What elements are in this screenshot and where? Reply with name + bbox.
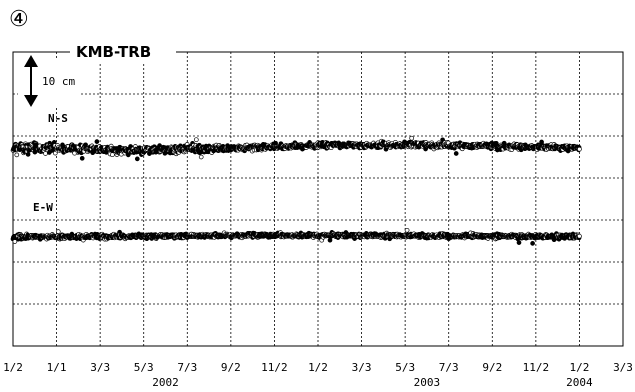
data-point: [516, 240, 522, 245]
data-point: [198, 154, 204, 160]
series-points: [10, 135, 582, 162]
scale-bar: 10 cm: [18, 55, 80, 107]
scale-arrow-down-icon: [24, 95, 38, 107]
x-tick-label: 9/2: [482, 361, 502, 374]
series-points: [10, 227, 582, 246]
x-tick-label: 5/3: [134, 361, 154, 374]
year-label: 2003: [414, 376, 441, 389]
data-point: [55, 229, 61, 234]
data-point: [530, 241, 535, 246]
scale-label: 10 cm: [42, 75, 75, 88]
data-point: [43, 151, 48, 156]
data-point: [577, 146, 582, 152]
data-point: [110, 152, 115, 158]
data-point: [25, 152, 31, 157]
x-tick-label: 11/2: [523, 361, 550, 374]
data-points: [10, 135, 582, 246]
x-tick-label: 1/2: [569, 361, 589, 374]
x-tick-label: 1/2: [308, 361, 328, 374]
data-point: [577, 233, 582, 239]
data-point: [409, 135, 415, 141]
grid: [13, 52, 623, 346]
data-point: [14, 152, 20, 158]
x-tick-label: 9/2: [221, 361, 241, 374]
data-point: [404, 227, 410, 233]
data-point: [94, 139, 100, 144]
year-label: 2002: [152, 376, 179, 389]
x-tick-label: 1/2: [3, 361, 23, 374]
x-tick-label: 7/3: [177, 361, 197, 374]
x-tick-label: 1/1: [47, 361, 67, 374]
x-tick-label: 3/3: [613, 361, 633, 374]
scale-arrow-up-icon: [24, 55, 38, 67]
panel-number: ④: [9, 7, 29, 32]
x-tick-label: 11/2: [261, 361, 288, 374]
x-tick-label: 3/3: [352, 361, 372, 374]
year-labels: 2002 2003 2004: [152, 376, 593, 389]
data-point: [453, 151, 459, 156]
data-point: [193, 137, 199, 143]
x-tick-label: 3/3: [90, 361, 110, 374]
chart-title: KMB-TRB: [76, 43, 151, 61]
series-label-ew: E-W: [33, 201, 53, 214]
data-point: [134, 156, 140, 162]
title-background: [70, 40, 176, 62]
data-point: [327, 237, 333, 243]
x-axis-labels: 1/2 1/1 3/3 5/3 7/3 9/2 11/2 1/2 3/3 5/3 7/3 9/2 11/…: [3, 361, 633, 374]
x-tick-label: 5/3: [395, 361, 415, 374]
data-point: [79, 155, 85, 161]
year-label: 2004: [566, 376, 593, 389]
x-tick-label: 7/3: [439, 361, 459, 374]
series-label-ns: N-S: [48, 112, 68, 125]
